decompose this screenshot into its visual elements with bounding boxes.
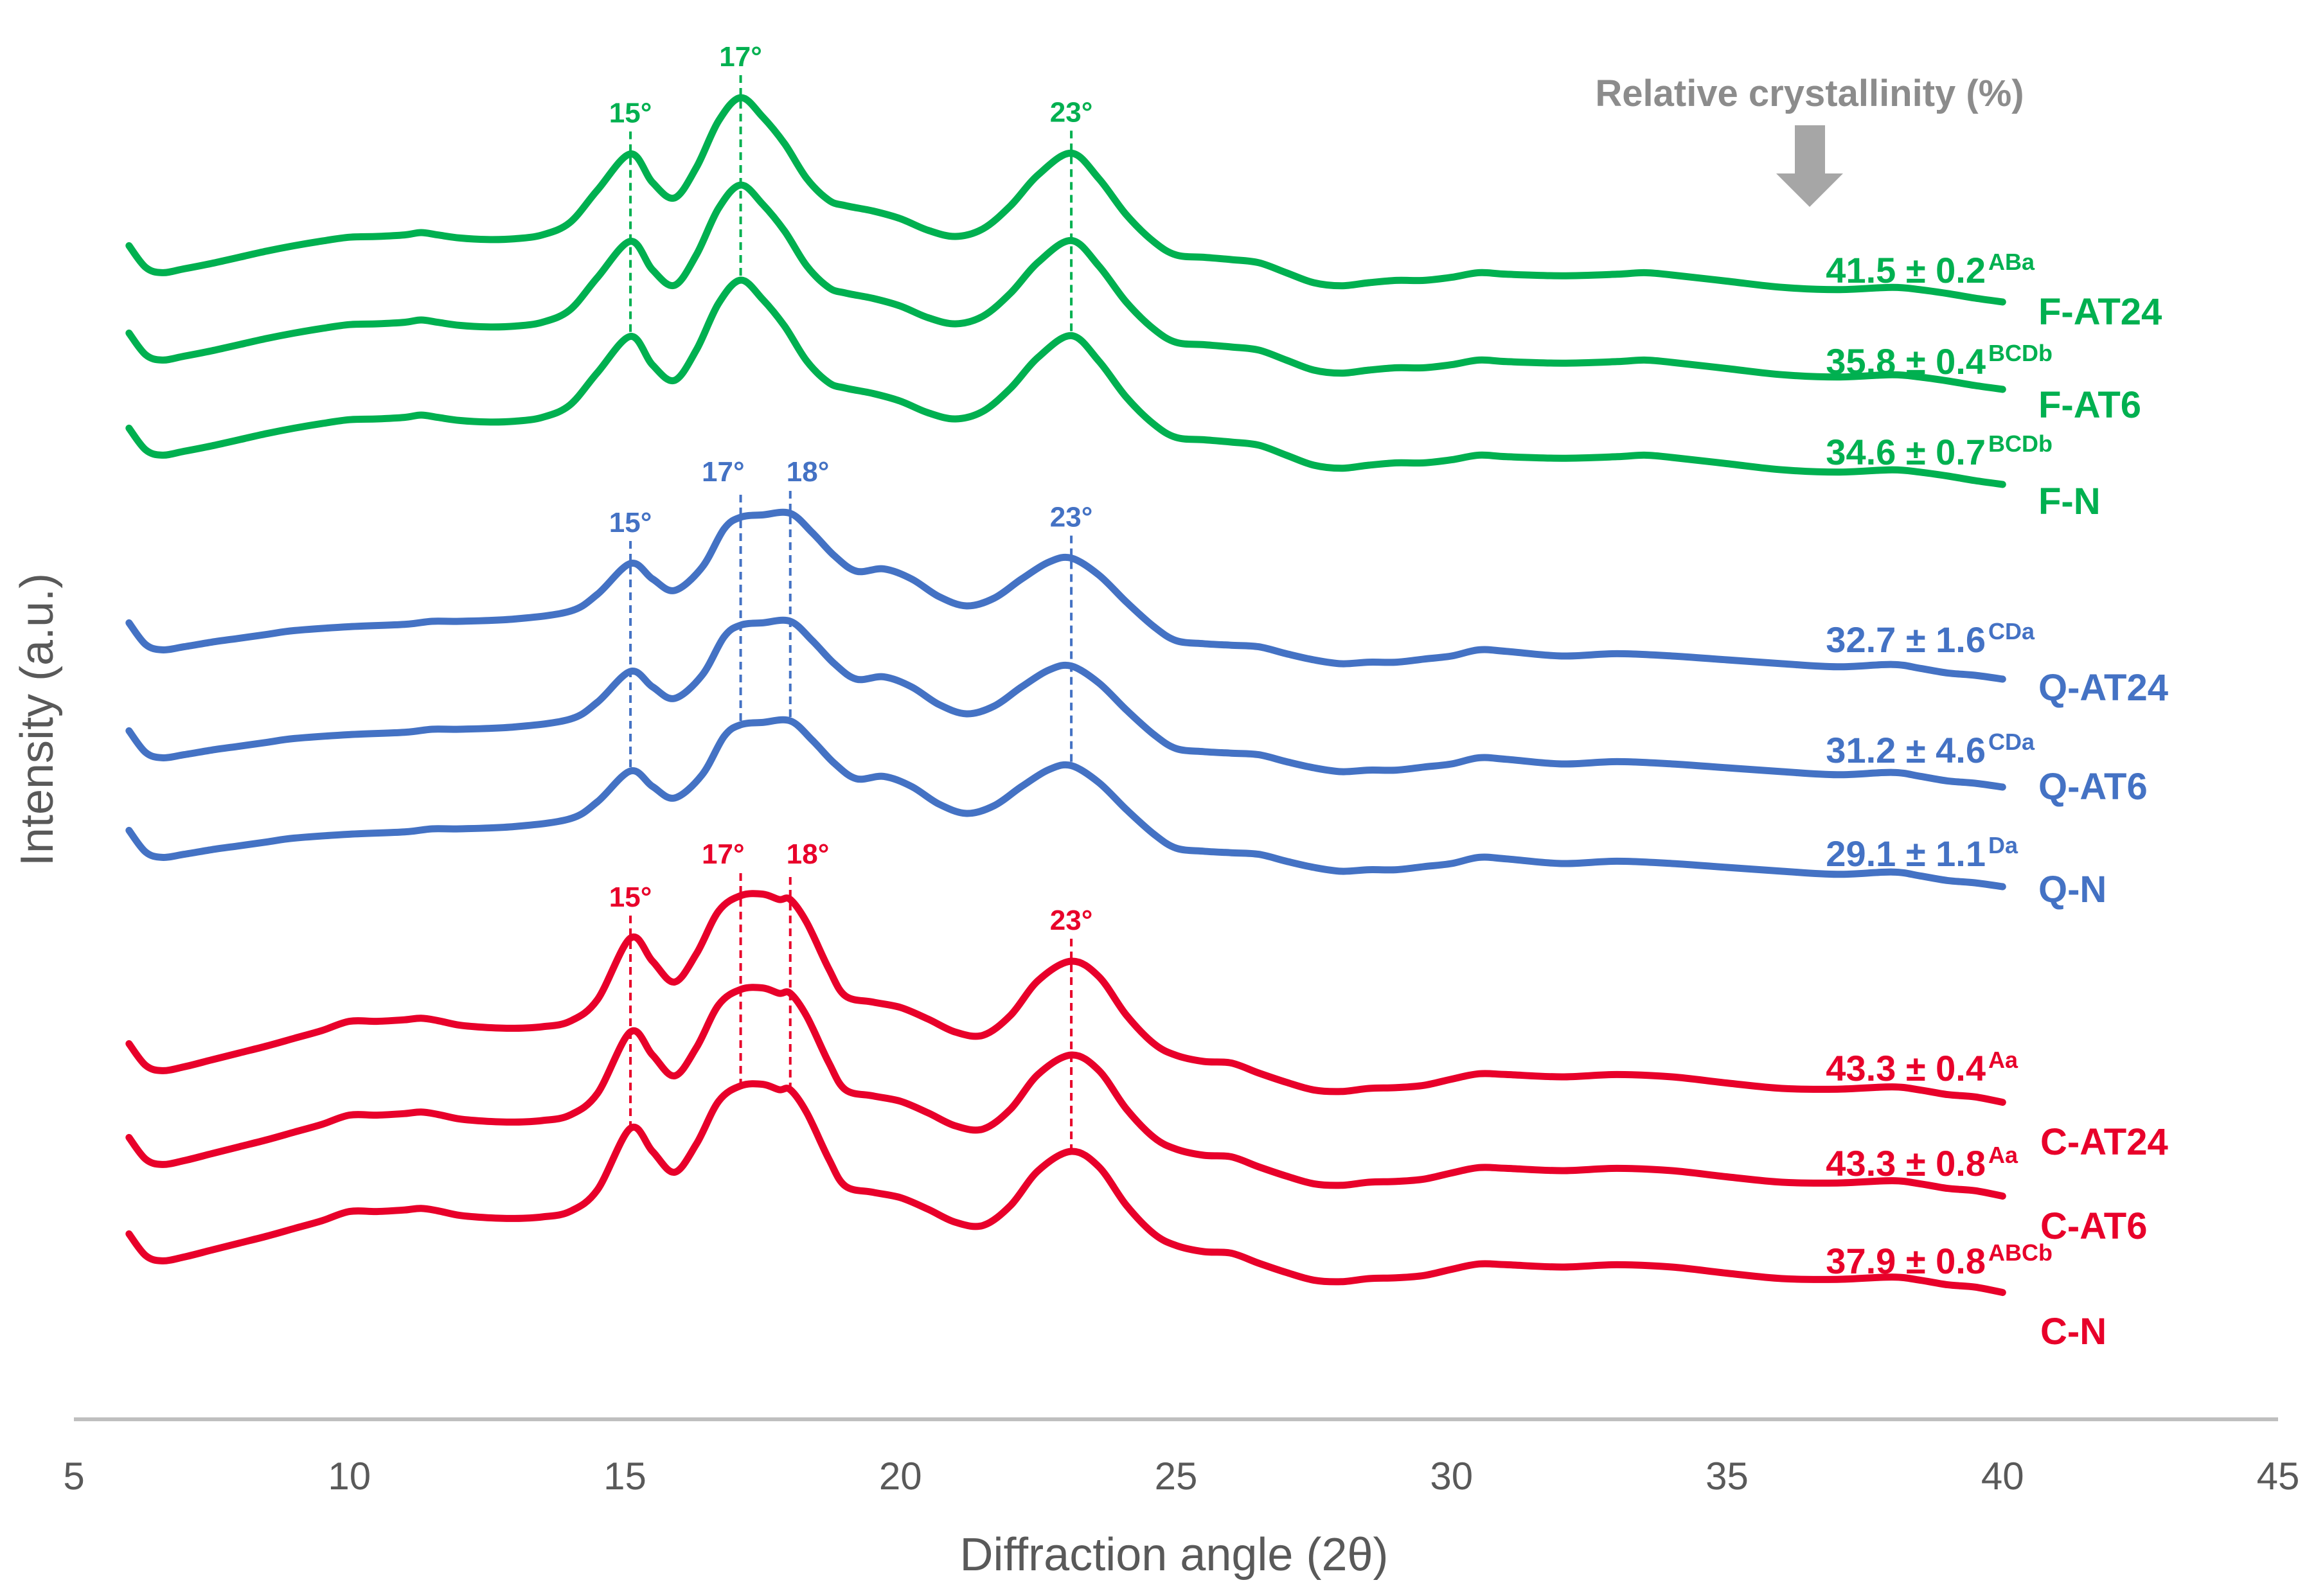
series-label-q-at24: Q-AT24 bbox=[2038, 667, 2168, 709]
x-tick-labels: 5 10 15 20 25 30 35 40 45 bbox=[63, 1455, 2299, 1498]
peak-label-q-0: 15° bbox=[609, 507, 652, 538]
x-tick-label-25: 25 bbox=[1155, 1455, 1198, 1498]
series-labels: F-AT24 F-AT6 F-N Q-AT24 Q-AT6 Q-N C-AT24 C-AT6 C… bbox=[2038, 291, 2168, 1352]
crystallinity-letters-c-at6: Aa bbox=[1988, 1142, 2018, 1168]
series-line-c-n bbox=[125, 1080, 2006, 1297]
peak-label-q-2: 18° bbox=[787, 456, 830, 488]
series-label-f-at24: F-AT24 bbox=[2038, 291, 2162, 333]
crystallinity-value-f-at6: 35.8 ± 0.4 bbox=[1826, 341, 1986, 382]
crystallinity-value-c-at24: 43.3 ± 0.4 bbox=[1826, 1048, 1986, 1088]
crystallinity-value-f-n: 34.6 ± 0.7 bbox=[1826, 432, 1986, 472]
series-line-f-at6 bbox=[125, 181, 2006, 393]
series-line-f-at24 bbox=[125, 94, 2006, 306]
x-tick-label-5: 5 bbox=[63, 1455, 84, 1498]
relative-crystallinity-title: Relative crystallinity (%) bbox=[1595, 73, 2024, 114]
series-line-c-at24 bbox=[125, 890, 2006, 1106]
series-label-c-n: C-N bbox=[2040, 1311, 2107, 1352]
crystallinity-letters-c-n: ABCb bbox=[1988, 1239, 2053, 1266]
series-label-q-at6: Q-AT6 bbox=[2038, 766, 2148, 808]
x-tick-label-40: 40 bbox=[1981, 1455, 2024, 1498]
x-tick-label-35: 35 bbox=[1706, 1455, 1749, 1498]
x-axis-title: Diffraction angle (2θ) bbox=[959, 1529, 1388, 1581]
series-line-c-at6 bbox=[125, 984, 2006, 1200]
peak-label-c-0: 15° bbox=[609, 882, 652, 913]
x-tick-label-15: 15 bbox=[603, 1455, 646, 1498]
series-label-f-n: F-N bbox=[2038, 481, 2101, 522]
down-arrow-icon bbox=[1776, 125, 1843, 207]
peak-label-f-2: 23° bbox=[1050, 96, 1093, 128]
series-line-q-at24 bbox=[125, 508, 2006, 683]
series-line-f-n bbox=[125, 276, 2006, 488]
crystallinity-value-q-n: 29.1 ± 1.1 bbox=[1826, 833, 1986, 874]
crystallinity-value-q-at24: 32.7 ± 1.6 bbox=[1826, 619, 1986, 660]
peak-label-c-2: 18° bbox=[787, 838, 830, 870]
series-line-q-at6 bbox=[125, 616, 2006, 791]
crystallinity-letters-c-at24: Aa bbox=[1988, 1047, 2018, 1073]
crystallinity-value-f-at24: 41.5 ± 0.2 bbox=[1826, 250, 1986, 290]
crystallinity-value-c-n: 37.9 ± 0.8 bbox=[1826, 1241, 1986, 1281]
crystallinity-letters-q-n: Da bbox=[1988, 832, 2018, 858]
peak-guide-lines bbox=[629, 75, 1073, 1151]
peak-label-q-1: 17° bbox=[702, 456, 745, 488]
x-tick-label-10: 10 bbox=[328, 1455, 371, 1498]
series-label-f-at6: F-AT6 bbox=[2038, 384, 2141, 426]
series-label-q-n: Q-N bbox=[2038, 869, 2107, 910]
x-tick-label-30: 30 bbox=[1430, 1455, 1473, 1498]
crystallinity-value-c-at6: 43.3 ± 0.8 bbox=[1826, 1143, 1986, 1184]
peak-label-q-3: 23° bbox=[1050, 502, 1093, 533]
y-axis-title: Intensity (a.u.) bbox=[12, 573, 63, 866]
series-line-q-n bbox=[125, 716, 2006, 891]
crystallinity-letters-f-at24: ABa bbox=[1988, 249, 2035, 275]
peak-label-c-3: 23° bbox=[1050, 905, 1093, 936]
peak-label-c-1: 17° bbox=[702, 838, 745, 870]
peak-label-f-1: 17° bbox=[719, 41, 762, 73]
x-tick-label-45: 45 bbox=[2257, 1455, 2300, 1498]
x-tick-label-20: 20 bbox=[879, 1455, 922, 1498]
diffraction-curves bbox=[125, 94, 2006, 1297]
crystallinity-letters-q-at24: CDa bbox=[1988, 618, 2035, 644]
crystallinity-letters-f-at6: BCDb bbox=[1988, 340, 2053, 366]
crystallinity-letters-q-at6: CDa bbox=[1988, 729, 2035, 755]
crystallinity-letters-f-n: BCDb bbox=[1988, 430, 2053, 457]
series-label-c-at6: C-AT6 bbox=[2040, 1205, 2147, 1247]
peak-label-f-0: 15° bbox=[609, 98, 652, 129]
crystallinity-value-q-at6: 31.2 ± 4.6 bbox=[1826, 730, 1986, 770]
series-label-c-at24: C-AT24 bbox=[2040, 1121, 2168, 1163]
peak-labels: 15° 17° 23° 15° 17° 18° 23° 15° 17° 18° 23° bbox=[609, 41, 1093, 936]
